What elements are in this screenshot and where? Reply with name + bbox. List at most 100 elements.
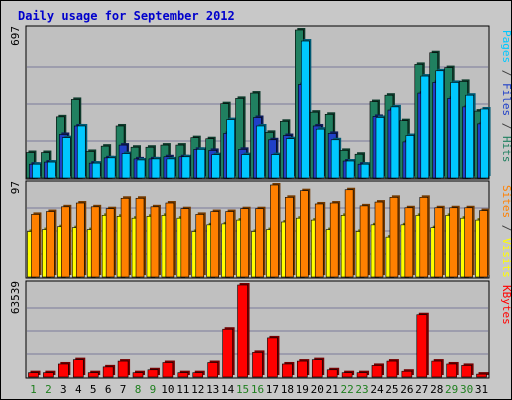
bar-sites-day-19 (300, 190, 309, 278)
legend-entry: / (500, 116, 511, 136)
panel-visits-sites-legend: Sites / Visits (500, 185, 511, 278)
x-tick-label: 26 (400, 383, 413, 396)
panel-kbytes-legend: KBytes (500, 285, 511, 325)
x-tick-label: 18 (281, 383, 294, 396)
bar-kbytes-day-17 (267, 337, 278, 378)
bar-sites-day-21 (329, 202, 339, 278)
bar-kbytes-day-9 (147, 369, 159, 378)
x-tick-label: 16 (251, 383, 264, 396)
bar-kbytes-day-26 (401, 370, 413, 378)
bar-pages-day-26 (405, 135, 415, 179)
bar-sites-day-14 (225, 211, 234, 278)
bar-pages-day-22 (345, 160, 355, 179)
bar-sites-day-11 (180, 208, 190, 278)
bar-kbytes-day-15 (237, 284, 248, 378)
bar-pages-day-24 (375, 117, 385, 179)
x-tick-label: 15 (236, 383, 249, 396)
bar-kbytes-day-28 (431, 360, 443, 378)
bar-pages-day-9 (151, 158, 161, 179)
bar-sites-day-31 (479, 210, 488, 278)
bar-pages-day-4 (76, 125, 86, 179)
x-tick-label: 17 (266, 383, 279, 396)
bar-sites-day-24 (374, 201, 384, 278)
bar-kbytes-day-16 (252, 352, 263, 378)
chart-title: Daily usage for September 2012 (18, 9, 235, 23)
x-tick-label: 29 (445, 383, 458, 396)
bar-kbytes-day-12 (192, 372, 204, 378)
legend-entry: KBytes (500, 285, 511, 325)
x-tick-label: 30 (460, 383, 473, 396)
bar-pages-day-10 (166, 158, 176, 179)
bar-pages-day-3 (62, 137, 71, 179)
bar-kbytes-day-31 (476, 373, 487, 378)
bar-sites-day-12 (195, 214, 205, 278)
x-tick-label: 24 (370, 383, 384, 396)
legend-entry: Hits (500, 136, 511, 163)
bar-sites-day-4 (75, 202, 85, 278)
x-tick-label: 12 (191, 383, 204, 396)
bar-pages-day-12 (196, 149, 206, 179)
x-tick-label: 20 (311, 383, 324, 396)
x-tick-label: 21 (326, 383, 339, 396)
bar-sites-day-18 (285, 197, 294, 278)
bar-kbytes-day-3 (58, 363, 69, 378)
bar-kbytes-day-10 (162, 362, 174, 378)
bar-pages-day-1 (32, 163, 41, 179)
x-tick-label: 3 (60, 383, 67, 396)
bar-pages-day-6 (106, 157, 116, 179)
bar-kbytes-day-18 (282, 363, 293, 378)
bar-pages-day-21 (330, 139, 340, 179)
bar-sites-day-6 (105, 208, 115, 278)
bar-sites-day-1 (31, 214, 40, 278)
bar-pages-day-28 (435, 70, 445, 179)
x-tick-label: 6 (105, 383, 112, 396)
bar-pages-day-18 (286, 138, 295, 179)
bar-sites-day-5 (90, 206, 100, 278)
bar-kbytes-day-31-shadow (478, 372, 489, 375)
bar-kbytes-day-29 (446, 363, 457, 378)
bar-sites-day-2 (46, 211, 55, 278)
bar-kbytes-day-1 (28, 372, 39, 378)
bar-sites-day-10 (165, 202, 175, 278)
bar-pages-day-8 (136, 159, 146, 179)
x-tick-label: 7 (120, 383, 127, 396)
x-tick-label: 19 (296, 383, 309, 396)
bar-kbytes-day-25 (386, 360, 398, 378)
bar-sites-day-27 (419, 197, 429, 278)
bar-kbytes-day-24 (371, 365, 383, 378)
bar-kbytes-day-22 (341, 372, 353, 378)
bar-kbytes-day-27 (416, 314, 428, 378)
bar-kbytes-day-2 (43, 372, 54, 378)
x-tick-label: 11 (176, 383, 189, 396)
x-tick-label: 8 (135, 383, 142, 396)
legend-entry: / (500, 63, 511, 83)
bar-kbytes-day-11 (177, 372, 189, 378)
bar-sites-day-25 (389, 197, 399, 278)
bar-sites-day-30 (464, 207, 473, 278)
x-tick-label: 1 (30, 383, 37, 396)
x-tick-label: 25 (385, 383, 398, 396)
bar-pages-day-31 (480, 108, 489, 179)
x-tick-label: 9 (150, 383, 157, 396)
bar-kbytes-day-21 (326, 369, 338, 378)
bar-pages-day-19 (301, 40, 310, 179)
bar-kbytes-day-20 (311, 359, 323, 378)
bar-sites-day-26 (404, 207, 414, 278)
bar-pages-day-7 (121, 153, 131, 179)
legend-entry: Files (500, 83, 511, 116)
bar-pages-day-27 (420, 75, 430, 179)
bar-sites-day-15 (240, 208, 249, 278)
bar-kbytes-day-30 (461, 365, 472, 378)
x-tick-label: 31 (475, 383, 488, 396)
bar-pages-day-25 (390, 106, 400, 179)
bar-pages-day-14 (226, 119, 235, 179)
bar-pages-day-16 (256, 125, 265, 179)
panel-hits-files-pages-ymax-label: 697 (9, 26, 22, 46)
bar-kbytes-day-14 (222, 328, 233, 378)
bar-kbytes-day-23 (356, 372, 368, 378)
bar-sites-day-23 (359, 205, 369, 278)
bar-pages-day-20 (315, 128, 325, 179)
x-tick-label: 4 (75, 383, 82, 396)
